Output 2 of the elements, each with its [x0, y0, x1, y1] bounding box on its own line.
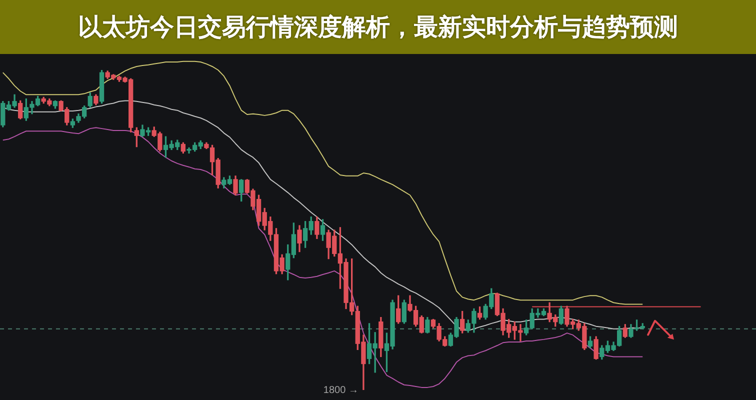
- annotation: 1800 →: [323, 384, 358, 396]
- chart-title: 以太坊今日交易行情深度解析，最新实时分析与趋势预测: [78, 12, 678, 43]
